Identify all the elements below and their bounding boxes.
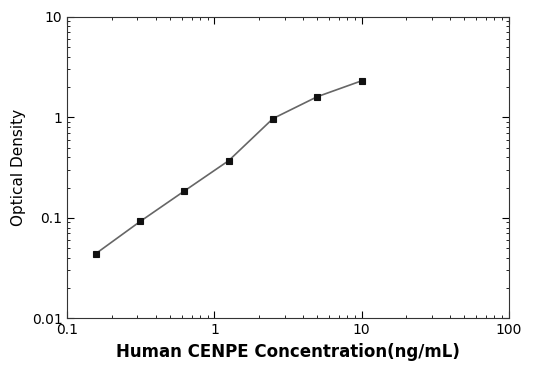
X-axis label: Human CENPE Concentration(ng/mL): Human CENPE Concentration(ng/mL) [116,343,460,361]
Y-axis label: Optical Density: Optical Density [11,109,26,226]
